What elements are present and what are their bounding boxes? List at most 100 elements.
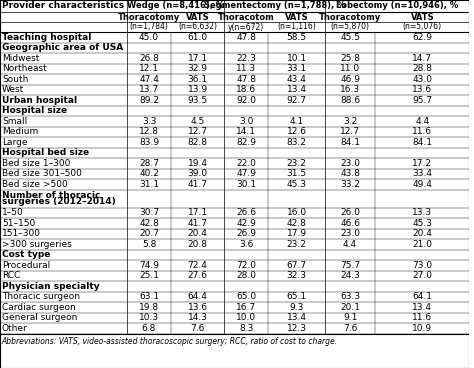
- Text: 46.6: 46.6: [340, 219, 360, 228]
- Text: 3.6: 3.6: [239, 240, 253, 249]
- Text: 10.1: 10.1: [287, 54, 307, 63]
- Text: 63.3: 63.3: [340, 292, 360, 301]
- Text: VATS: VATS: [285, 13, 309, 21]
- Text: Abbreviations: VATS, video-assisted thoracoscopic surgery; RCC, ratio of cost to: Abbreviations: VATS, video-assisted thor…: [1, 337, 337, 347]
- Text: 17.1: 17.1: [188, 54, 208, 63]
- Text: Provider characteristics: Provider characteristics: [2, 1, 124, 11]
- Text: 42.8: 42.8: [139, 219, 159, 228]
- Text: 84.1: 84.1: [412, 138, 432, 147]
- Text: 30.7: 30.7: [139, 208, 159, 217]
- Text: 84.1: 84.1: [340, 138, 360, 147]
- Text: 26.6: 26.6: [236, 208, 256, 217]
- Text: 7.6: 7.6: [343, 324, 357, 333]
- Text: 31.5: 31.5: [287, 169, 307, 178]
- Text: 17.1: 17.1: [188, 208, 208, 217]
- Text: 20.4: 20.4: [188, 229, 208, 238]
- Text: Bed size 301–500: Bed size 301–500: [2, 169, 82, 178]
- Text: (n=1,116): (n=1,116): [277, 22, 316, 32]
- Text: 40.2: 40.2: [139, 169, 159, 178]
- Text: 93.5: 93.5: [188, 96, 208, 105]
- Text: Segmentectomy (n=1,788), %: Segmentectomy (n=1,788), %: [204, 1, 345, 11]
- Text: 32.9: 32.9: [188, 64, 208, 73]
- Text: 13.6: 13.6: [412, 85, 432, 94]
- Text: 62.9: 62.9: [412, 33, 432, 42]
- Text: 11.6: 11.6: [412, 313, 432, 322]
- Text: 4.1: 4.1: [290, 117, 304, 126]
- Text: 32.3: 32.3: [287, 271, 307, 280]
- Text: 61.0: 61.0: [188, 33, 208, 42]
- Text: y(n=672): y(n=672): [228, 22, 264, 32]
- Text: 28.7: 28.7: [139, 159, 159, 168]
- Text: 25.1: 25.1: [139, 271, 159, 280]
- Text: 43.4: 43.4: [287, 75, 307, 84]
- Text: West: West: [2, 85, 24, 94]
- Text: VATS: VATS: [186, 13, 210, 21]
- Text: 83.2: 83.2: [287, 138, 307, 147]
- Text: 51–150: 51–150: [2, 219, 35, 228]
- Text: 7.6: 7.6: [191, 324, 205, 333]
- Text: 5.8: 5.8: [142, 240, 156, 249]
- Text: 65.0: 65.0: [236, 292, 256, 301]
- Text: Geographic area of USA: Geographic area of USA: [2, 43, 123, 52]
- Text: Small: Small: [2, 117, 27, 126]
- Text: 33.2: 33.2: [340, 180, 360, 189]
- Text: 20.4: 20.4: [412, 229, 432, 238]
- Text: 26.9: 26.9: [236, 229, 256, 238]
- Text: 16.0: 16.0: [287, 208, 307, 217]
- Text: 20.8: 20.8: [188, 240, 208, 249]
- Text: 17.9: 17.9: [287, 229, 307, 238]
- Text: Urban hospital: Urban hospital: [2, 96, 77, 105]
- Text: Midwest: Midwest: [2, 54, 39, 63]
- Text: 16.3: 16.3: [340, 85, 360, 94]
- Text: 30.1: 30.1: [236, 180, 256, 189]
- Text: 17.2: 17.2: [412, 159, 432, 168]
- Text: 11.6: 11.6: [412, 127, 432, 136]
- Text: 14.7: 14.7: [412, 54, 432, 63]
- Text: 58.5: 58.5: [287, 33, 307, 42]
- Text: 12.8: 12.8: [139, 127, 159, 136]
- Text: 20.7: 20.7: [139, 229, 159, 238]
- Text: 13.7: 13.7: [139, 85, 159, 94]
- Text: 95.7: 95.7: [412, 96, 432, 105]
- Text: 72.4: 72.4: [188, 261, 208, 270]
- Text: 26.0: 26.0: [340, 208, 360, 217]
- Text: 27.0: 27.0: [412, 271, 432, 280]
- Text: 14.1: 14.1: [236, 127, 256, 136]
- Text: 13.3: 13.3: [412, 208, 432, 217]
- Text: 33.4: 33.4: [412, 169, 432, 178]
- Text: 10.0: 10.0: [236, 313, 256, 322]
- Text: 18.6: 18.6: [236, 85, 256, 94]
- Text: 24.3: 24.3: [340, 271, 360, 280]
- Text: 45.5: 45.5: [340, 33, 360, 42]
- Text: Hospital size: Hospital size: [2, 106, 67, 115]
- Text: 22.0: 22.0: [236, 159, 256, 168]
- Text: 13.4: 13.4: [287, 313, 307, 322]
- Text: 12.6: 12.6: [287, 127, 307, 136]
- Text: 47.4: 47.4: [139, 75, 159, 84]
- Text: 1–50: 1–50: [2, 208, 24, 217]
- Text: 13.4: 13.4: [287, 85, 307, 94]
- Text: 151–300: 151–300: [2, 229, 41, 238]
- Text: 43.8: 43.8: [340, 169, 360, 178]
- Text: 28.8: 28.8: [412, 64, 432, 73]
- Text: 20.1: 20.1: [340, 303, 360, 312]
- Text: 75.7: 75.7: [340, 261, 360, 270]
- Text: 42.9: 42.9: [236, 219, 256, 228]
- Text: (n=5,870): (n=5,870): [330, 22, 370, 32]
- Text: 45.0: 45.0: [139, 33, 159, 42]
- Text: 16.7: 16.7: [236, 303, 256, 312]
- Text: Northeast: Northeast: [2, 64, 47, 73]
- Text: 72.0: 72.0: [236, 261, 256, 270]
- Text: 45.3: 45.3: [287, 180, 307, 189]
- Text: 11.3: 11.3: [236, 64, 256, 73]
- Text: 92.7: 92.7: [287, 96, 307, 105]
- Text: General surgeon: General surgeon: [2, 313, 77, 322]
- Text: 64.1: 64.1: [412, 292, 432, 301]
- Text: 83.9: 83.9: [139, 138, 159, 147]
- Text: 13.9: 13.9: [188, 85, 208, 94]
- Text: Wedge (n=8,416), %: Wedge (n=8,416), %: [127, 1, 224, 11]
- Text: Thoracotomy: Thoracotomy: [319, 13, 381, 21]
- Text: >300 surgeries: >300 surgeries: [2, 240, 72, 249]
- Text: 4.5: 4.5: [191, 117, 205, 126]
- Text: 21.0: 21.0: [412, 240, 432, 249]
